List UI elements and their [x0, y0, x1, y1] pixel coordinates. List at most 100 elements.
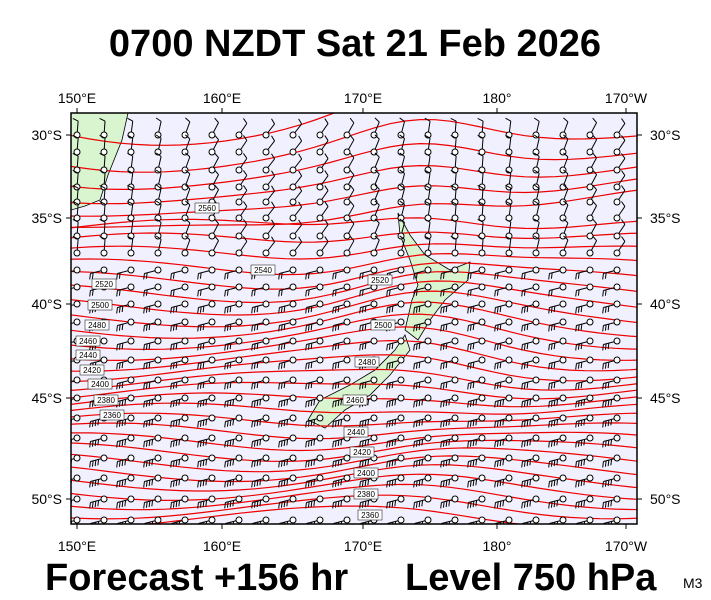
station	[451, 434, 459, 442]
barb-feather	[224, 273, 226, 280]
station	[451, 376, 459, 384]
barb-feather	[340, 500, 343, 507]
barb-feather	[283, 343, 286, 350]
station	[586, 414, 594, 422]
barb-feather	[413, 290, 415, 297]
station	[235, 516, 243, 524]
barb-feather	[143, 363, 145, 370]
barb-feather	[68, 400, 69, 406]
barb-feather	[253, 501, 256, 508]
station	[316, 283, 324, 291]
barb-feather	[145, 440, 148, 447]
barb-feather	[475, 439, 478, 446]
barb-feather	[63, 401, 64, 407]
barb-feather	[548, 307, 550, 314]
barb-feather	[592, 200, 597, 206]
barb-feather	[399, 218, 405, 223]
barb-feather	[394, 521, 397, 524]
barb-feather	[583, 479, 586, 486]
station	[208, 166, 216, 174]
barb-feather	[251, 502, 253, 509]
barb-feather	[523, 343, 526, 350]
barb-feather	[118, 289, 121, 296]
barb-feather	[418, 480, 421, 487]
station	[397, 283, 405, 291]
barb-feather	[556, 500, 559, 507]
barb-feather	[178, 399, 181, 406]
lon-label: 160°E	[203, 538, 241, 554]
station	[343, 183, 351, 191]
barb-feather	[386, 383, 388, 390]
barb-feather	[580, 343, 583, 350]
barb-feather	[65, 481, 66, 487]
station	[262, 495, 270, 503]
barb-feather	[602, 383, 604, 390]
station	[73, 318, 81, 326]
barb-feather	[359, 441, 361, 448]
barb-feather	[359, 461, 361, 468]
station	[316, 516, 324, 524]
barb-feather	[496, 460, 499, 467]
barb-feather	[494, 401, 496, 408]
barb-feather	[199, 272, 202, 279]
barb-feather	[499, 382, 502, 389]
barb-feather	[349, 117, 355, 124]
barb-feather	[175, 324, 178, 331]
barb-feather	[505, 235, 512, 240]
station	[154, 318, 162, 326]
barb-feather	[332, 481, 334, 488]
barb-feather	[185, 117, 191, 123]
barb-feather	[271, 135, 276, 142]
barb-feather	[305, 461, 307, 468]
barb-feather	[197, 325, 199, 332]
station	[532, 300, 540, 308]
station	[262, 454, 270, 462]
barb-feather	[271, 201, 276, 208]
barb-feather	[65, 421, 66, 427]
station	[262, 232, 270, 240]
barb-feather	[256, 306, 259, 313]
barb-feather	[388, 306, 391, 313]
barb-feather	[418, 362, 421, 369]
station	[532, 516, 540, 524]
barb-feather	[499, 362, 502, 369]
barb-feather	[526, 400, 529, 407]
contour-labels: 2560254025202520250024802460244024202400…	[75, 202, 396, 521]
station	[586, 474, 594, 482]
barb-feather	[229, 440, 232, 447]
station	[559, 198, 567, 206]
barb-feather	[502, 399, 505, 406]
station	[289, 414, 297, 422]
barb-feather	[278, 344, 280, 351]
barb-feather	[197, 307, 199, 314]
barb-feather	[523, 440, 526, 447]
barb-feather	[89, 401, 91, 408]
barb-feather	[251, 441, 253, 448]
barb-feather	[521, 290, 523, 297]
station	[505, 434, 513, 442]
barb-feather	[148, 400, 151, 407]
barb-feather	[334, 400, 337, 407]
barb-feather	[361, 382, 364, 389]
barb-feather	[172, 362, 175, 369]
barb-feather	[448, 479, 451, 486]
barb-feather	[533, 169, 540, 174]
barb-feather	[467, 481, 469, 488]
barb-feather	[494, 502, 496, 509]
barb-feather	[386, 421, 388, 428]
station	[424, 337, 432, 345]
barb-feather	[374, 235, 380, 241]
barb-feather	[99, 185, 106, 189]
barb-feather	[556, 479, 559, 486]
station	[451, 516, 459, 524]
station	[127, 414, 135, 422]
barb-feather	[610, 479, 613, 486]
barb-feather	[575, 344, 577, 351]
barb-feather	[521, 401, 523, 408]
station	[424, 394, 432, 402]
station	[127, 474, 135, 482]
barb-feather	[280, 272, 283, 279]
station	[586, 214, 594, 222]
barb-feather	[553, 362, 556, 369]
barb-feather	[310, 460, 313, 467]
